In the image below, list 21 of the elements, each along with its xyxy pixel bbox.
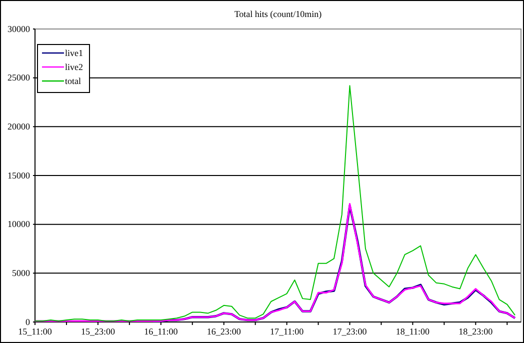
- legend-label: live2: [65, 62, 83, 72]
- x-tick-label: 18_23:00: [458, 326, 494, 336]
- x-tick-label: 16_11:00: [144, 326, 178, 336]
- x-tick-label: 15_11:00: [18, 326, 52, 336]
- y-tick-label: 20000: [8, 122, 30, 132]
- x-tick-label: 17_11:00: [270, 326, 304, 336]
- y-tick-label: 30000: [8, 24, 30, 34]
- y-tick-label: 5000: [12, 268, 30, 278]
- y-tick-label: 25000: [8, 72, 30, 83]
- y-tick-label: 15000: [8, 170, 30, 180]
- x-tick-label: 18_11:00: [396, 326, 430, 336]
- line-series: [34, 85, 516, 322]
- legend-label: total: [65, 76, 82, 86]
- y-tick-label: 0: [26, 316, 30, 327]
- x-tick-label: 16_23:00: [206, 326, 242, 336]
- x-tick-label: 15_23:00: [80, 326, 116, 336]
- legend-label: live1: [65, 48, 83, 58]
- x-tick-label: 17_23:00: [332, 326, 368, 336]
- y-tick-label: 10000: [8, 219, 30, 230]
- chart-title: Total hits (count/10min): [234, 9, 322, 19]
- line-series: [34, 203, 516, 322]
